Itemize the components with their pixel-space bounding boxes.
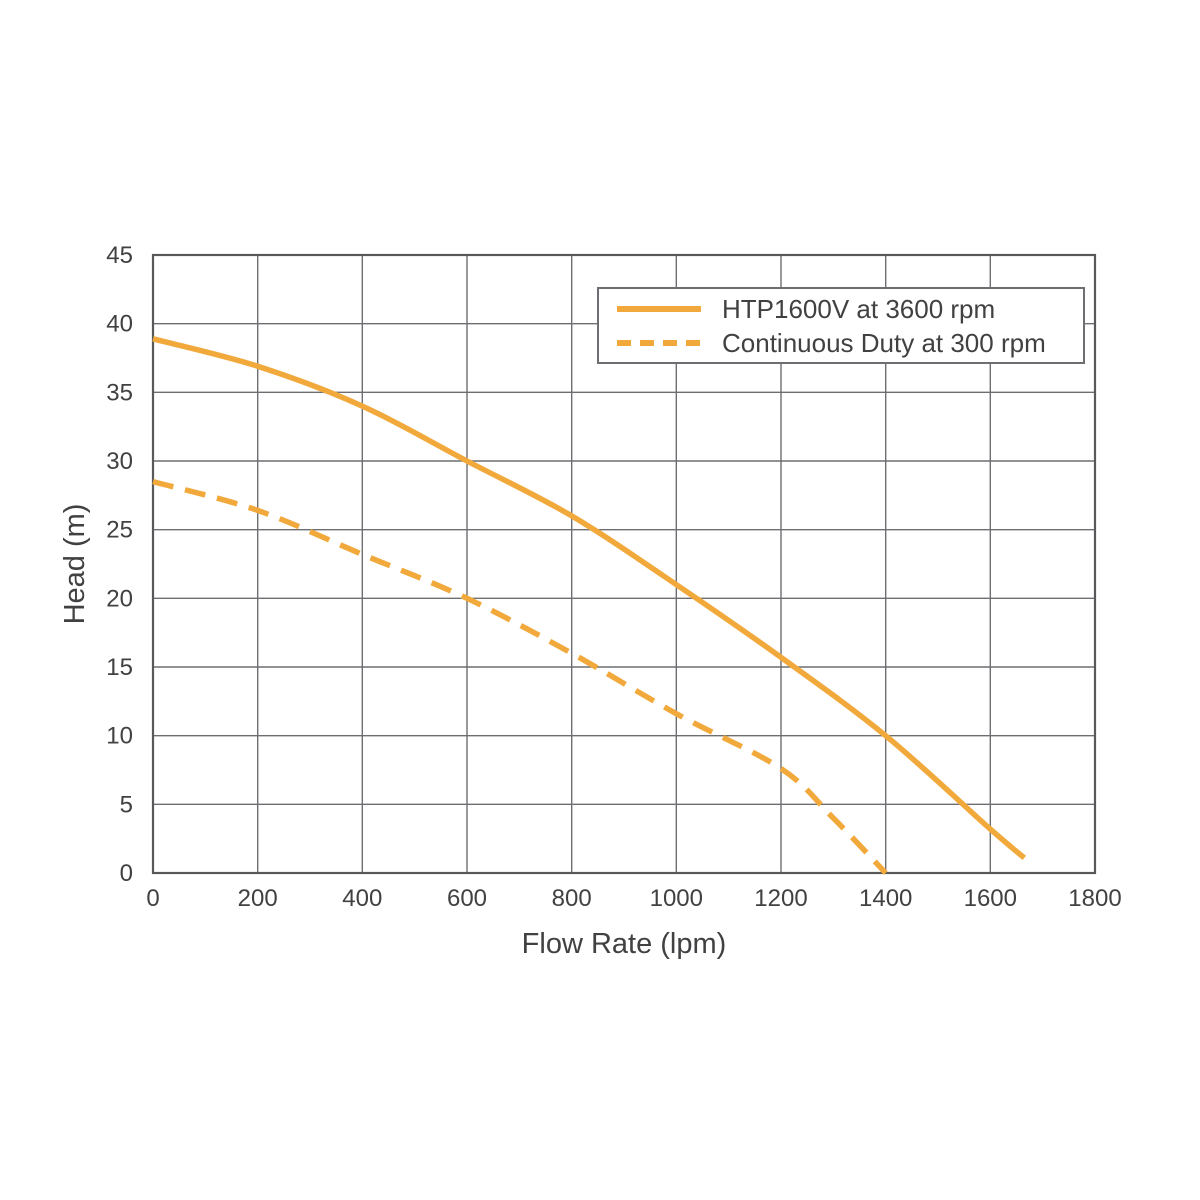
x-tick-label: 1800 — [1068, 885, 1121, 912]
legend-item-continuous-duty: Continuous Duty at 300 rpm — [617, 328, 1046, 358]
x-tick-label: 1000 — [650, 885, 703, 912]
tick-labels: 0 200 400 600 800 1000 1200 1400 1600 1800 0 5 10 15 2… — [106, 242, 1121, 912]
y-tick-label: 20 — [106, 585, 133, 612]
x-axis-title: Flow Rate (lpm) — [522, 928, 727, 960]
data-curves — [152, 336, 1027, 875]
y-tick-label: 35 — [106, 379, 133, 406]
y-axis-title: Head (m) — [59, 504, 91, 625]
series-curve-continuous-duty — [152, 478, 888, 875]
legend-label-continuous-duty: Continuous Duty at 300 rpm — [722, 328, 1046, 358]
legend: HTP1600V at 3600 rpm Continuous Duty at … — [597, 287, 1085, 364]
y-tick-label: 40 — [106, 311, 133, 338]
series-curve-htp1600v — [152, 336, 1027, 860]
x-tick-label: 200 — [238, 885, 278, 912]
x-tick-label: 1200 — [754, 885, 807, 912]
y-tick-label: 5 — [120, 791, 133, 818]
y-tick-label: 30 — [106, 448, 133, 475]
legend-label-htp1600v: HTP1600V at 3600 rpm — [722, 294, 995, 324]
y-tick-label: 0 — [120, 860, 133, 887]
x-tick-label: 400 — [342, 885, 382, 912]
plot-border — [151, 253, 1097, 875]
x-tick-label: 800 — [552, 885, 592, 912]
y-tick-label: 15 — [106, 654, 133, 681]
legend-box — [597, 287, 1085, 364]
legend-item-htp1600v: HTP1600V at 3600 rpm — [617, 294, 995, 324]
x-tick-label: 1600 — [964, 885, 1017, 912]
y-tick-label: 10 — [106, 723, 133, 750]
y-tick-label: 45 — [106, 242, 133, 269]
x-tick-label: 0 — [146, 885, 159, 912]
x-tick-label: 1400 — [859, 885, 912, 912]
x-tick-label: 600 — [447, 885, 487, 912]
y-tick-label: 25 — [106, 517, 133, 544]
